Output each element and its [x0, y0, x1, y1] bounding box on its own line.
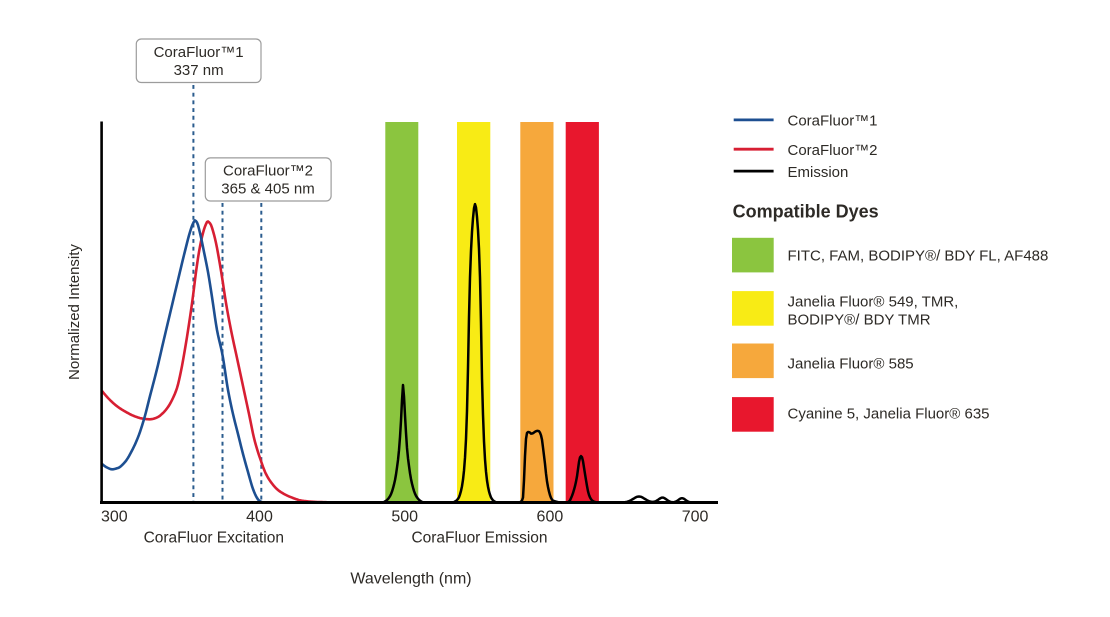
- svg-text:600: 600: [537, 509, 564, 526]
- svg-text:BODIPY®/ BDY TMR: BODIPY®/ BDY TMR: [788, 312, 931, 329]
- svg-text:CoraFluor Excitation: CoraFluor Excitation: [144, 530, 284, 547]
- svg-text:Compatible Dyes: Compatible Dyes: [733, 202, 879, 222]
- svg-text:500: 500: [391, 509, 418, 526]
- svg-text:365 & 405 nm: 365 & 405 nm: [221, 181, 314, 198]
- svg-text:Emission: Emission: [788, 164, 849, 181]
- svg-text:337 nm: 337 nm: [174, 62, 224, 79]
- svg-text:CoraFluor™1: CoraFluor™1: [788, 113, 878, 130]
- svg-text:Janelia Fluor® 585: Janelia Fluor® 585: [788, 356, 914, 373]
- svg-text:CoraFluor™1: CoraFluor™1: [154, 44, 244, 61]
- svg-text:400: 400: [246, 509, 273, 526]
- svg-text:Wavelength (nm): Wavelength (nm): [350, 571, 471, 588]
- svg-text:CoraFluor™2: CoraFluor™2: [223, 163, 313, 180]
- svg-text:Cyanine 5, Janelia Fluor® 635: Cyanine 5, Janelia Fluor® 635: [788, 406, 990, 423]
- svg-text:300: 300: [101, 509, 128, 526]
- svg-text:Normalized Intensity: Normalized Intensity: [66, 244, 83, 380]
- svg-text:CoraFluor™2: CoraFluor™2: [788, 142, 878, 159]
- svg-text:Janelia Fluor® 549, TMR,: Janelia Fluor® 549, TMR,: [788, 294, 959, 311]
- svg-text:CoraFluor Emission: CoraFluor Emission: [411, 530, 547, 547]
- svg-text:700: 700: [682, 509, 709, 526]
- svg-text:FITC, FAM, BODIPY®/ BDY FL, AF: FITC, FAM, BODIPY®/ BDY FL, AF488: [788, 248, 1049, 265]
